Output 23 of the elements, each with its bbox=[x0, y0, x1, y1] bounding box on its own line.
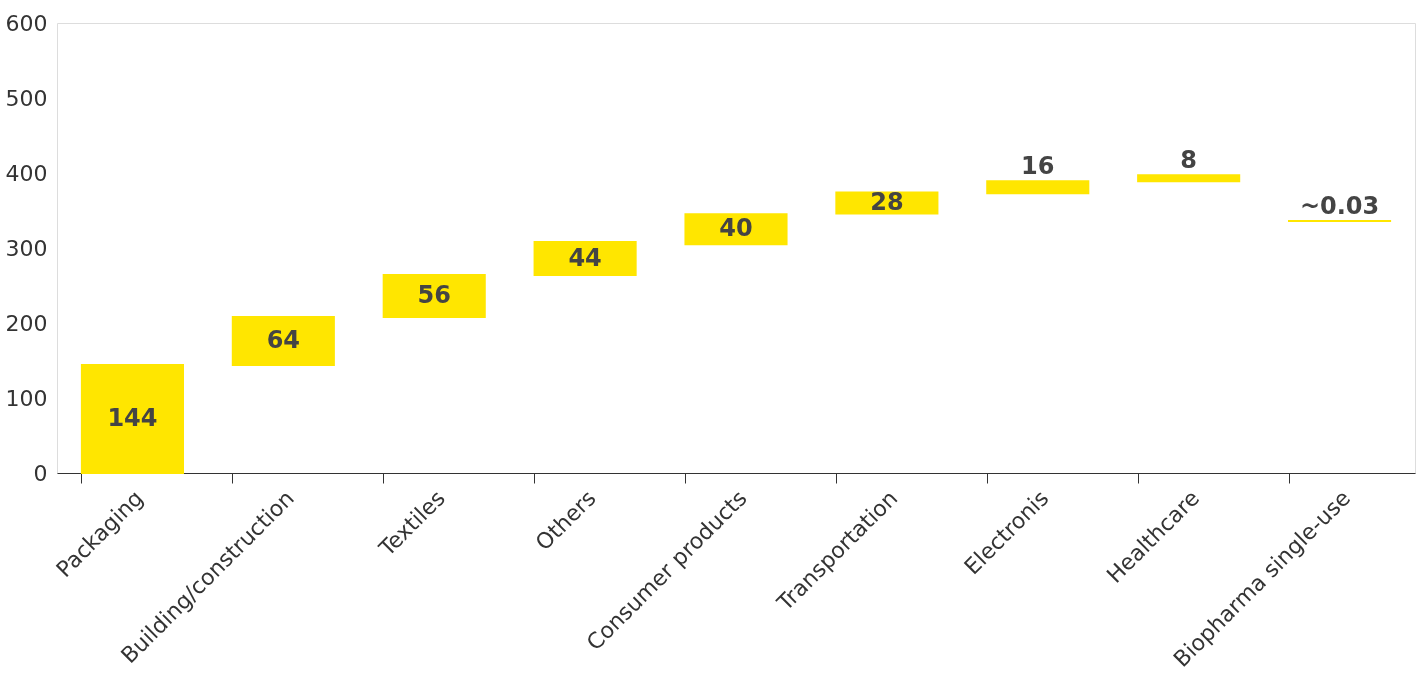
data-label: 40 bbox=[719, 214, 753, 243]
bar bbox=[80, 364, 184, 474]
data-label: 144 bbox=[107, 404, 158, 432]
data-label: 64 bbox=[266, 326, 301, 354]
data-label: ~0.03 bbox=[1299, 191, 1380, 220]
data-label: 56 bbox=[417, 281, 451, 309]
bar bbox=[684, 213, 788, 246]
y-tick-label: 600 bbox=[5, 10, 48, 36]
bar bbox=[533, 241, 637, 276]
y-tick-label: 400 bbox=[5, 160, 48, 186]
data-label: 16 bbox=[1021, 152, 1055, 181]
y-tick-label: 500 bbox=[5, 85, 48, 111]
bar bbox=[231, 316, 335, 366]
y-tick-label: 0 bbox=[33, 460, 48, 486]
y-tick-label: 200 bbox=[5, 310, 48, 336]
y-tick-label: 300 bbox=[5, 235, 48, 261]
bar bbox=[986, 180, 1090, 195]
bar bbox=[382, 274, 486, 318]
bar bbox=[1137, 174, 1241, 183]
data-label: 28 bbox=[870, 188, 904, 216]
y-tick-label: 100 bbox=[5, 385, 48, 411]
data-label: 8 bbox=[1180, 146, 1198, 175]
data-label: 44 bbox=[568, 243, 602, 272]
